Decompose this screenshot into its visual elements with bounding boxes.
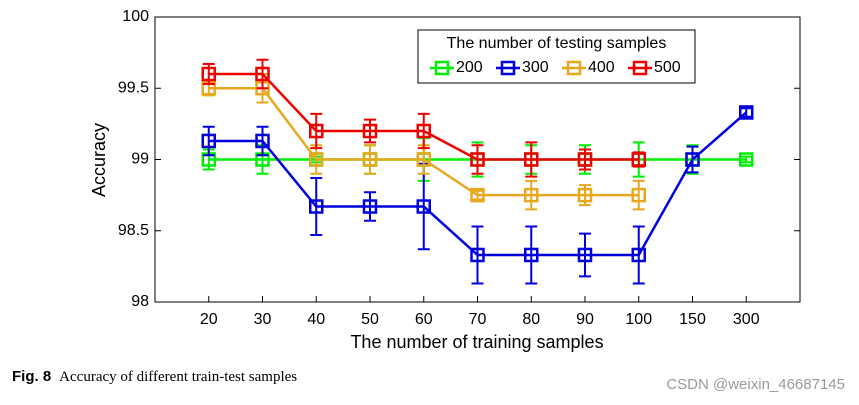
- marker: [470, 247, 485, 263]
- marker: [577, 152, 593, 167]
- error-bar: [417, 112, 430, 150]
- marker: [631, 152, 646, 167]
- marker: [416, 152, 431, 167]
- marker: [416, 123, 431, 139]
- marker: [577, 187, 593, 203]
- marker: [309, 123, 324, 139]
- error-bar: [686, 145, 699, 174]
- error-bar: [579, 232, 591, 278]
- error-bar: [256, 58, 269, 90]
- x-axis-label: The number of training samples: [350, 332, 603, 352]
- marker: [309, 199, 324, 214]
- error-bar: [740, 155, 753, 164]
- marker: [739, 105, 754, 120]
- y-tick-label: 99.5: [118, 79, 149, 96]
- marker: [577, 247, 593, 263]
- error-bar: [471, 189, 484, 201]
- x-tick-label: 60: [415, 311, 433, 328]
- marker: [470, 187, 485, 203]
- error-bar: [310, 112, 323, 150]
- x-tick-label: 40: [307, 311, 325, 328]
- marker: [255, 133, 270, 149]
- error-bar: [632, 179, 645, 211]
- marker: [362, 123, 378, 139]
- legend-label: 200: [456, 59, 483, 76]
- caption: Fig. 8 Accuracy of different train-test s…: [12, 368, 297, 386]
- error-bar: [525, 141, 538, 178]
- y-tick-label: 98.5: [118, 222, 149, 239]
- y-tick-label: 98: [131, 293, 149, 310]
- marker: [470, 152, 485, 167]
- error-bar: [471, 144, 484, 175]
- caption-label: Fig. 8: [12, 368, 52, 385]
- legend-swatch: [500, 60, 516, 76]
- marker: [631, 247, 646, 263]
- error-bar: [525, 179, 538, 211]
- watermark: CSDN @weixin_46687145: [666, 376, 845, 393]
- x-tick-label: 70: [469, 311, 487, 328]
- legend-swatch: [434, 60, 450, 76]
- legend-swatch: [632, 60, 648, 76]
- legend-swatch: [566, 60, 582, 76]
- marker: [524, 187, 539, 203]
- error-bar: [364, 118, 376, 144]
- x-tick-label: 100: [625, 311, 652, 328]
- marker: [201, 133, 216, 149]
- error-bar: [310, 177, 323, 237]
- caption-text: Accuracy of different train-test samples: [59, 369, 298, 385]
- error-bar: [471, 225, 484, 285]
- legend-label: 400: [588, 59, 615, 76]
- marker: [362, 152, 378, 167]
- y-axis-label: Accuracy: [89, 123, 109, 197]
- marker: [201, 66, 216, 82]
- x-tick-label: 90: [576, 311, 594, 328]
- marker: [685, 152, 700, 167]
- marker: [255, 66, 270, 82]
- chart: Accuracy The number of training samples …: [89, 8, 801, 352]
- legend-label: 300: [522, 59, 549, 76]
- error-bar: [256, 125, 269, 157]
- x-tick-label: 150: [679, 311, 706, 328]
- marker: [524, 247, 539, 263]
- error-bar: [525, 225, 538, 285]
- marker: [631, 187, 646, 203]
- marker: [362, 199, 378, 214]
- x-tick-label: 30: [254, 311, 272, 328]
- y-tick-label: 99: [131, 151, 149, 168]
- error-bar: [632, 225, 645, 285]
- legend-title: The number of testing samples: [447, 35, 667, 52]
- legend-box: [417, 29, 696, 84]
- error-bar: [202, 125, 215, 157]
- marker: [416, 199, 431, 214]
- legend-label: 500: [654, 59, 681, 76]
- error-bar: [364, 144, 376, 175]
- marker: [524, 152, 539, 167]
- marker: [309, 152, 324, 167]
- error-bar: [364, 191, 376, 222]
- y-tick-label: 100: [122, 8, 149, 25]
- x-tick-label: 50: [361, 311, 379, 328]
- x-tick-label: 20: [200, 311, 218, 328]
- x-tick-label: 80: [522, 311, 540, 328]
- error-bar: [740, 107, 753, 118]
- x-tick-label: 300: [733, 311, 760, 328]
- marker: [739, 152, 754, 167]
